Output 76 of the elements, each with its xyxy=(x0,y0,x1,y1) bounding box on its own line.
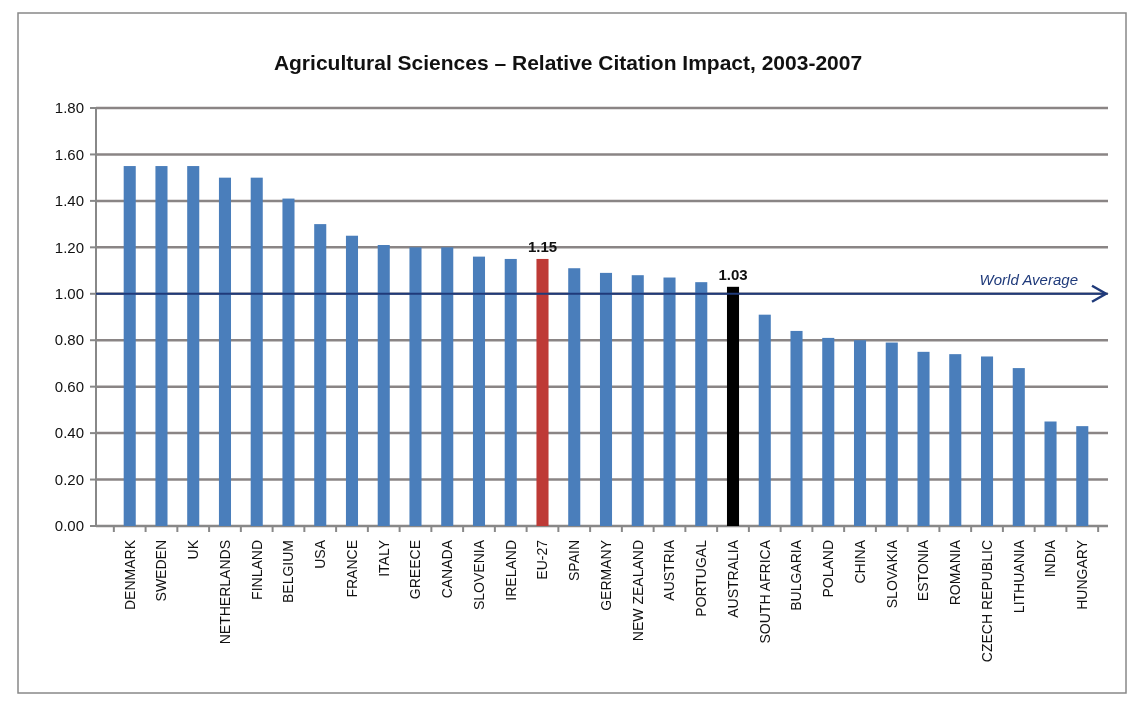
bar xyxy=(885,342,898,526)
y-tick-label: 1.80 xyxy=(54,99,84,117)
data-label: 1.03 xyxy=(718,265,748,283)
x-tick-label: CZECH REPUBLIC xyxy=(978,540,995,663)
x-tick-label: BULGARIA xyxy=(788,539,805,611)
x-tick-label: UK xyxy=(185,539,202,560)
bar xyxy=(314,224,327,526)
x-tick-label: GREECE xyxy=(407,540,424,600)
x-tick-label: NEW ZEALAND xyxy=(629,540,646,642)
bar xyxy=(853,340,867,526)
x-tick-label: DENMARK xyxy=(121,539,138,611)
y-tick-label: 1.60 xyxy=(54,145,84,163)
ref-line-label: World Average xyxy=(979,270,1078,288)
x-tick-label: SOUTH AFRICA xyxy=(756,539,773,644)
x-tick-label: USA xyxy=(312,539,329,569)
bar xyxy=(980,356,994,526)
data-label: 1.15 xyxy=(527,237,558,255)
x-tick-label: FRANCE xyxy=(343,540,360,598)
bar xyxy=(758,314,771,526)
x-tick-label: HUNGARY xyxy=(1074,539,1091,610)
x-tick-label: NETHERLANDS xyxy=(216,540,233,645)
bar xyxy=(345,235,359,526)
x-tick-label: CANADA xyxy=(439,539,456,599)
x-tick-label: LITHUANIA xyxy=(1010,539,1027,614)
bar xyxy=(1076,426,1089,526)
bar xyxy=(1044,421,1057,526)
x-tick-label: SLOVAKIA xyxy=(883,539,900,609)
chart-title: Agricultural Sciences – Relative Citation Impact, 2003-2007 xyxy=(273,51,863,74)
y-tick-label: 0.60 xyxy=(54,377,84,395)
bar xyxy=(187,166,200,526)
x-tick-label: SPAIN xyxy=(566,540,583,581)
bar xyxy=(123,166,136,526)
x-tick-label: POLAND xyxy=(820,540,837,598)
y-tick-label: 0.20 xyxy=(54,470,84,488)
bar xyxy=(917,351,930,526)
y-tick-label: 1.00 xyxy=(54,285,84,303)
bar xyxy=(599,272,613,526)
x-tick-label: IRELAND xyxy=(502,540,519,601)
x-tick-label: FINLAND xyxy=(248,540,265,600)
bar xyxy=(949,354,962,526)
x-tick-label: GERMANY xyxy=(597,539,614,611)
bar xyxy=(504,258,517,526)
x-tick-label: CHINA xyxy=(851,539,868,584)
bar xyxy=(282,198,295,526)
y-tick-label: 0.40 xyxy=(54,424,84,442)
x-tick-label: ESTONIA xyxy=(915,539,932,602)
y-tick-label: 1.40 xyxy=(54,192,84,210)
bar xyxy=(218,177,232,526)
bar xyxy=(377,245,390,526)
x-tick-label: ROMANIA xyxy=(947,539,964,606)
x-tick-label: SWEDEN xyxy=(153,540,170,602)
x-tick-label: ITALY xyxy=(375,539,392,577)
x-tick-label: AUSTRIA xyxy=(661,539,678,601)
x-tick-label: INDIA xyxy=(1042,539,1059,578)
bar xyxy=(1012,368,1025,526)
x-tick-label: PORTUGAL xyxy=(693,539,710,617)
bar xyxy=(472,256,486,526)
x-tick-label: EU-27 xyxy=(534,539,551,580)
bar xyxy=(695,282,708,526)
bar xyxy=(155,166,168,526)
bar xyxy=(726,286,740,526)
y-tick-label: 0.80 xyxy=(54,331,84,349)
bar xyxy=(536,258,549,526)
bar xyxy=(568,268,581,526)
bar xyxy=(250,177,263,526)
x-tick-label: SLOVENIA xyxy=(470,539,487,611)
x-tick-label: BELGIUM xyxy=(280,540,297,604)
bar xyxy=(441,247,454,526)
bar xyxy=(663,277,676,526)
bar xyxy=(790,330,803,526)
bar xyxy=(409,247,422,526)
bar xyxy=(631,275,644,526)
x-tick-label: AUSTRALIA xyxy=(724,539,741,618)
y-tick-label: 1.20 xyxy=(54,238,84,256)
y-tick-label: 0.00 xyxy=(54,517,84,535)
bar xyxy=(822,337,835,526)
